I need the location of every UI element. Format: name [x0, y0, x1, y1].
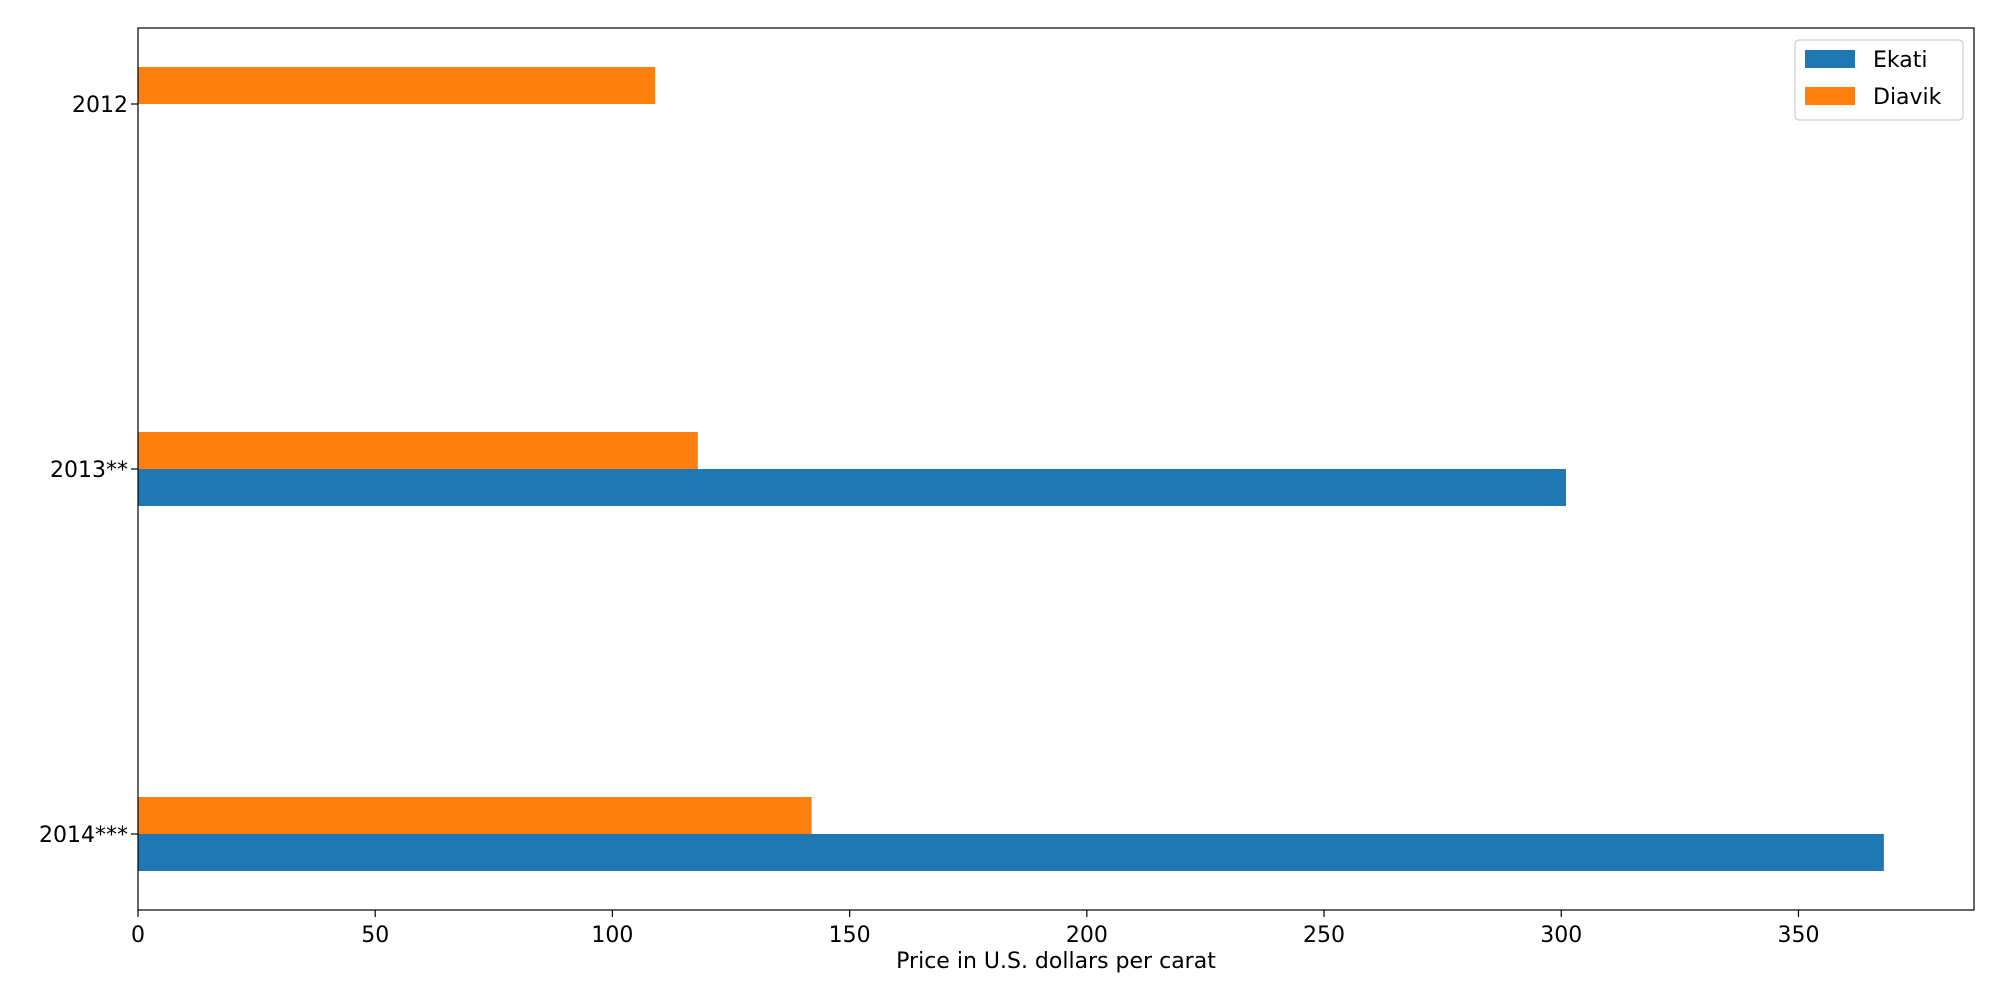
y-tick-label: 2014*** — [39, 823, 128, 848]
legend: Ekati Diavik — [1794, 39, 1964, 121]
x-tick-label: 50 — [361, 923, 389, 948]
y-tick-label: 2013** — [50, 458, 128, 483]
x-tick-label: 0 — [131, 923, 145, 948]
bars-layer — [138, 67, 1884, 871]
bar-diavik-1 — [138, 432, 698, 469]
x-tick-label: 200 — [1066, 923, 1108, 948]
x-tick-label: 100 — [591, 923, 633, 948]
bar-ekati-2 — [138, 834, 1884, 871]
x-tick-label: 350 — [1777, 923, 1819, 948]
legend-label-diavik: Diavik — [1873, 85, 1942, 110]
x-tick-label: 250 — [1303, 923, 1345, 948]
x-axis-label: Price in U.S. dollars per carat — [896, 949, 1216, 974]
legend-swatch-diavik — [1805, 87, 1855, 105]
legend-label-ekati: Ekati — [1873, 48, 1927, 73]
bar-ekati-1 — [138, 469, 1566, 506]
legend-swatch-ekati — [1805, 50, 1855, 68]
bar-diavik-0 — [138, 67, 656, 104]
plot-frame — [137, 27, 1975, 911]
x-tick-label: 150 — [829, 923, 871, 948]
y-axis-ticks: 2012 2013** 2014*** — [39, 93, 138, 848]
x-axis-ticks: 0 50 100 150 200 250 300 350 — [131, 910, 1819, 948]
bar-diavik-2 — [138, 797, 812, 834]
x-tick-label: 300 — [1540, 923, 1582, 948]
y-tick-label: 2012 — [72, 93, 128, 118]
